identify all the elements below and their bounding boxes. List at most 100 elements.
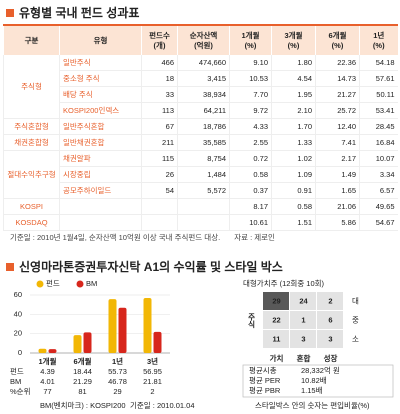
group-cell: 주식혼합형 (3, 118, 60, 135)
number-cell: 49.65 (359, 198, 398, 215)
number-cell: 1.02 (271, 150, 316, 167)
footnote-text: 기준일 : 2010년 1월4일, 순자산액 10억원 이상 국내 주식펀드 대… (10, 233, 221, 242)
number-cell: 2.10 (271, 102, 316, 119)
number-cell: 18,786 (177, 118, 230, 135)
number-cell: 2.55 (229, 134, 272, 151)
style-cell (317, 292, 343, 310)
section-title: 신영마라톤증권투자신탁 A1의 수익률 및 스타일 박스 (6, 258, 283, 275)
x-tick-label: 3년 (147, 356, 158, 366)
number-cell: 7.41 (315, 134, 360, 151)
style-cell (290, 330, 316, 348)
style-cell (317, 311, 343, 329)
y-tick-label: 40 (14, 309, 22, 318)
legend-swatch (76, 280, 84, 288)
title-text: 신영마라톤증권투자신탁 A1의 수익률 및 스타일 박스 (19, 260, 283, 274)
type-cell: 채권알파 (59, 150, 142, 167)
table-value: 56.95 (143, 367, 162, 376)
style-note: 스타일박스 안의 숫자는 편입비율(%) (255, 400, 370, 410)
number-cell: 16.84 (359, 134, 398, 151)
style-cell (263, 292, 289, 310)
group-cell: 주식형 (3, 55, 60, 119)
number-cell: 54.67 (359, 214, 398, 231)
number-cell: 0.58 (229, 166, 272, 183)
rank-value: 2 (150, 387, 154, 396)
number-cell: 25.72 (315, 102, 360, 119)
table-row: 주식형 일반주식 466 474,660 9.10 1.80 22.36 54.18 (3, 55, 398, 119)
number-cell: 1.80 (271, 55, 316, 71)
type-cell: 일반주식혼합 (59, 118, 142, 135)
bar (153, 331, 162, 353)
header-row: 구분 유형 펀드수 (개) 순자산액 (억원) 1개월 (%) 3개월 (%) 6개월 (%… (3, 25, 398, 55)
number-cell (141, 214, 178, 231)
cell-value: 1 (301, 315, 305, 324)
type-cell: 일반주식 (59, 55, 142, 71)
y-tick-label: 0 (18, 348, 22, 357)
style-label: 가치 (270, 353, 284, 363)
group-cell: 채권혼합형 (3, 134, 60, 151)
number-cell: 10.53 (229, 70, 272, 87)
type-cell: 중소형 주식 (59, 70, 142, 87)
number-cell: 33 (141, 86, 178, 103)
bar (118, 307, 127, 353)
cell-value: 3 (301, 334, 305, 343)
side-label: 주식 (247, 313, 256, 330)
type-cell (59, 198, 142, 215)
chart-note: BM(벤치마크) : KOSPI200 (40, 400, 126, 410)
number-cell: 1.49 (315, 166, 360, 183)
stat-label: 평균 PBR (249, 385, 281, 395)
size-label: 소 (352, 334, 359, 343)
table-row: 주식혼합형 일반주식혼합 67 18,786 4.33 1.70 12.40 28.45 (3, 118, 398, 135)
number-cell: 0.58 (271, 198, 316, 215)
number-cell: 1.95 (271, 86, 316, 103)
column-header: 구분 (3, 25, 60, 55)
number-cell: 57.61 (359, 70, 398, 87)
table-value: 18.44 (73, 367, 92, 376)
type-cell: 시장중립 (59, 166, 142, 183)
number-cell: 466 (141, 55, 178, 71)
stats-box (242, 364, 394, 398)
number-cell: 9.10 (229, 55, 272, 71)
number-cell: 1.70 (271, 118, 316, 135)
number-cell: 6.57 (359, 182, 398, 199)
rank-value: 29 (113, 387, 121, 396)
cell-value: 6 (328, 315, 332, 324)
number-cell: 38,934 (177, 86, 230, 103)
type-cell (59, 214, 142, 231)
table-value: 55.73 (108, 367, 127, 376)
size-label: 대 (352, 296, 359, 305)
row-label: %순위 (10, 387, 30, 396)
style-cell (290, 292, 316, 310)
column-header: 유형 (59, 25, 142, 55)
cell-value: 3 (328, 334, 332, 343)
y-tick-label: 60 (14, 290, 22, 299)
bar (143, 297, 152, 353)
style-label: 성장 (324, 353, 338, 363)
group-cell: KOSPI (3, 198, 60, 215)
column-header: 순자산액 (억원) (177, 25, 230, 55)
type-cell: 공모주하이일드 (59, 182, 142, 199)
cell-value: 24 (299, 296, 308, 305)
stat-label: 평균 PER (249, 375, 281, 385)
table-row: KOSDAQ 10.61 1.51 5.86 54.67 (3, 214, 398, 231)
cell-value: 11 (273, 334, 281, 343)
table-row: 시장중립 26 1,484 0.58 1.09 1.49 3.34 (4, 166, 398, 183)
number-cell: 12.40 (315, 118, 360, 135)
x-tick-label: 1개월 (39, 356, 57, 366)
table-row: KOSPI 8.17 0.58 21.06 49.65 (3, 198, 398, 215)
table-value: 21.29 (73, 377, 92, 386)
cell-value: 2 (328, 296, 332, 305)
cell-value: 22 (272, 315, 280, 324)
group-cell: KOSDAQ (3, 214, 60, 231)
number-cell: 1.33 (271, 134, 316, 151)
table-row: 공모주하이일드 54 5,572 0.37 0.91 1.65 6.57 (4, 182, 398, 199)
number-cell: 67 (141, 118, 178, 135)
number-cell: 21.06 (315, 198, 360, 215)
size-label: 중 (352, 315, 359, 324)
table-value: 4.01 (40, 377, 55, 386)
number-cell: 54.18 (359, 55, 398, 71)
rank-value: 77 (43, 387, 51, 396)
column-header: 1년 (%) (359, 25, 398, 55)
row-label: BM (10, 377, 21, 386)
rank-value: 81 (78, 387, 86, 396)
